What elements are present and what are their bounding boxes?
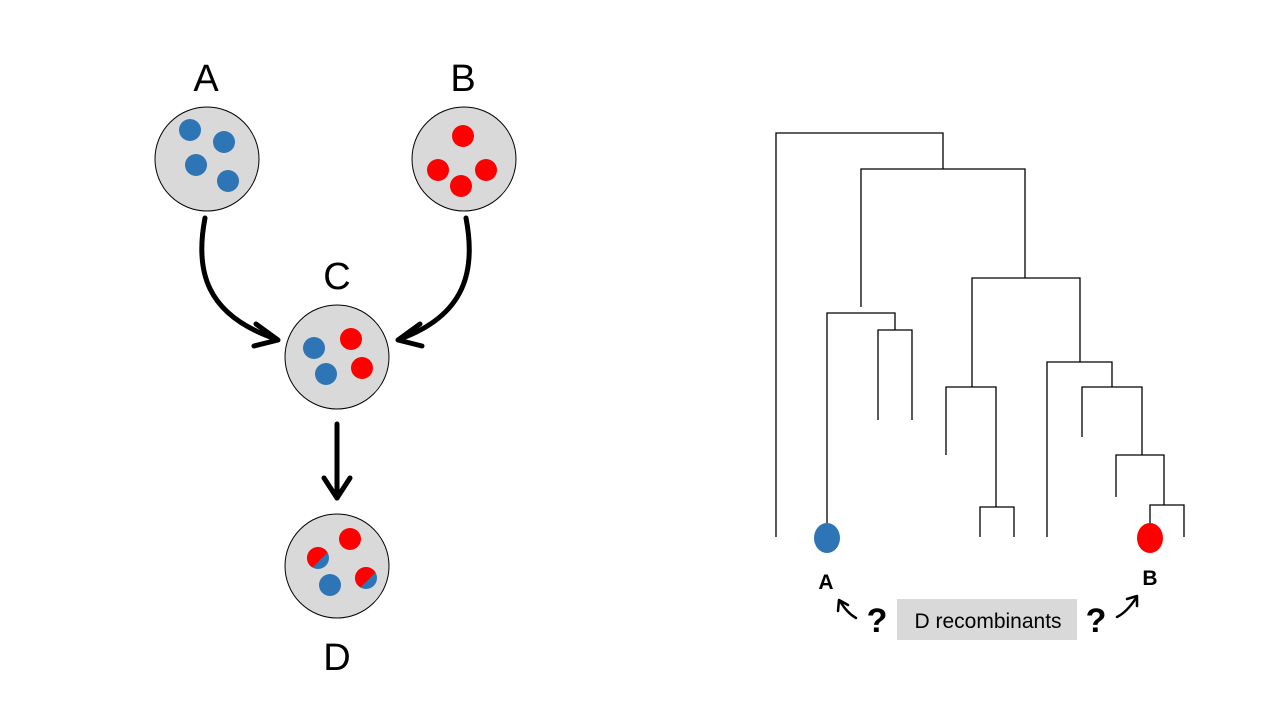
red-dot	[452, 125, 474, 147]
leaf-b-marker	[1137, 523, 1163, 553]
blue-dot	[179, 119, 201, 141]
arrowhead	[836, 598, 850, 613]
pool-c-label: C	[323, 256, 350, 298]
tree-branch	[979, 506, 1015, 537]
question-mark-left: ?	[867, 602, 888, 640]
tree-branch	[860, 168, 1026, 307]
blue-dot	[303, 337, 325, 359]
pool-a-label: A	[193, 58, 219, 100]
arrow-b-to-c	[397, 215, 472, 342]
pool-b	[411, 106, 517, 212]
recombinants-label-box	[897, 599, 1077, 640]
pool-d-circle	[284, 513, 390, 619]
pool-d	[284, 513, 390, 619]
tree-branch	[1115, 454, 1165, 505]
arrow-a-to-c	[199, 215, 279, 342]
tree-branch	[826, 312, 896, 537]
tree-branch	[1149, 504, 1185, 537]
leaf-a-label: A	[818, 571, 833, 594]
leaf-b-label: B	[1142, 567, 1157, 590]
pool-c	[284, 304, 390, 410]
arrows	[199, 215, 472, 501]
leaf-a-marker	[814, 523, 840, 553]
tree-branch	[945, 386, 997, 507]
pool-c-circle	[284, 304, 390, 410]
tree-branch	[877, 329, 913, 420]
blue-dot	[315, 363, 337, 385]
pool-b-circle	[411, 106, 517, 212]
pool-d-label: D	[323, 637, 350, 679]
blue-dot	[217, 170, 239, 192]
arrow-to-b	[1115, 596, 1138, 619]
red-dot	[475, 159, 497, 181]
arrowhead	[1125, 594, 1139, 608]
red-dot	[351, 357, 373, 379]
pool-a-circle	[154, 106, 260, 212]
tree-branch	[1081, 386, 1143, 455]
blue-dot	[213, 131, 235, 153]
red-dot	[427, 159, 449, 181]
red-dot	[339, 528, 361, 550]
tree-branch	[971, 277, 1081, 387]
tree-branch	[775, 132, 944, 537]
red-dot	[450, 175, 472, 197]
small-arrows	[836, 594, 1139, 620]
blue-dot	[185, 154, 207, 176]
recombinants-label: D recombinants	[914, 610, 1061, 633]
pool-b-label: B	[450, 58, 475, 100]
arrowhead	[321, 475, 353, 501]
arrow-to-a	[838, 599, 858, 620]
red-dot	[340, 328, 362, 350]
tree-branch	[1046, 361, 1113, 537]
phylogenetic-tree	[775, 132, 1185, 537]
arrowhead	[395, 321, 425, 349]
question-mark-right: ?	[1086, 602, 1107, 640]
pool-a	[154, 106, 260, 212]
blue-dot	[319, 574, 341, 596]
arrowhead	[251, 321, 281, 349]
